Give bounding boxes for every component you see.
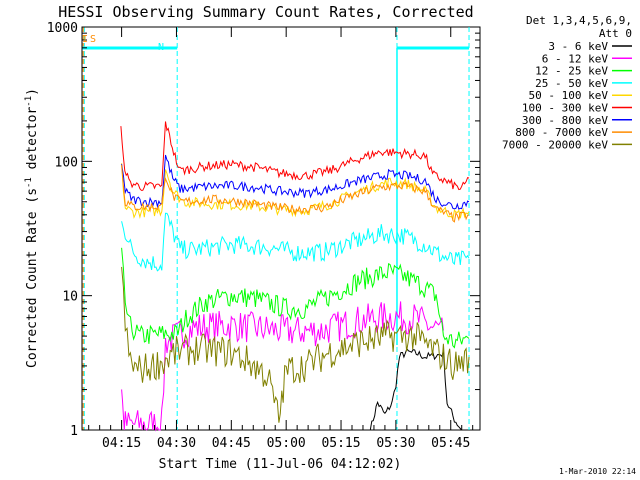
x-axis-label: Start Time (11-Jul-06 04:12:02) bbox=[159, 457, 402, 472]
chart-title: HESSI Observing Summary Count Rates, Cor… bbox=[58, 3, 473, 21]
x-tick-label: 05:15 bbox=[321, 436, 360, 451]
series-layer bbox=[120, 121, 470, 432]
plot-border bbox=[81, 26, 481, 431]
x-tick-label: 04:45 bbox=[212, 436, 251, 451]
y-tick-label: 1000 bbox=[47, 21, 78, 36]
saa-bars bbox=[82, 46, 470, 345]
series-line bbox=[121, 247, 470, 349]
legend-entry-label: 7000 - 20000 keV bbox=[502, 138, 608, 151]
legend-entry-label: 800 - 7000 keV bbox=[515, 126, 608, 139]
legend-entry-label: 100 - 300 keV bbox=[522, 102, 608, 115]
x-axis: 04:15 04:30 04:45 05:00 05:15 05:30 05:45 bbox=[88, 27, 474, 451]
y-tick-label: 1 bbox=[70, 424, 78, 439]
y-axis-label-sup1: -1 bbox=[24, 177, 34, 188]
legend-entry-label: 25 - 50 keV bbox=[535, 77, 608, 90]
series-line bbox=[121, 212, 470, 272]
y-axis-label: Corrected Count Rate (s-1 detector-1) bbox=[24, 88, 40, 368]
series-line bbox=[121, 301, 444, 432]
y-axis: 1 10 100 1000 bbox=[47, 21, 480, 439]
marker-s: S bbox=[90, 34, 96, 45]
y-axis-label-sup2: -1 bbox=[24, 96, 34, 107]
y-tick-label: 10 bbox=[62, 290, 78, 305]
plot-area bbox=[81, 26, 481, 431]
legend-entry-label: 12 - 25 keV bbox=[535, 65, 608, 78]
timestamp: 1-Mar-2010 22:14 bbox=[559, 467, 636, 476]
series-line bbox=[369, 347, 463, 431]
x-tick-label: 04:30 bbox=[157, 436, 196, 451]
legend-header-line1: Det 1,3,4,5,6,9, bbox=[526, 14, 632, 27]
marker-i: I bbox=[82, 34, 88, 45]
legend-entry-label: 300 - 800 keV bbox=[522, 114, 608, 127]
legend-entry-label: 50 - 100 keV bbox=[529, 89, 609, 102]
legend-entry-label: 6 - 12 keV bbox=[542, 52, 609, 65]
legend-header-line2: Att 0 bbox=[599, 27, 632, 40]
marker-n: N bbox=[158, 42, 164, 53]
legend-entry-label: 3 - 6 keV bbox=[548, 40, 608, 53]
y-tick-label: 100 bbox=[55, 155, 78, 170]
series-line bbox=[121, 266, 470, 423]
series-line bbox=[120, 121, 470, 191]
x-tick-label: 05:45 bbox=[431, 436, 470, 451]
y-axis-label-end: ) bbox=[25, 88, 40, 96]
series-line bbox=[121, 163, 470, 221]
x-tick-label: 05:30 bbox=[376, 436, 415, 451]
y-axis-label-mid: detector bbox=[25, 107, 40, 178]
x-tick-label: 04:15 bbox=[102, 436, 141, 451]
series-line bbox=[121, 164, 470, 223]
y-axis-label-start: Corrected Count Rate (s bbox=[25, 188, 40, 368]
series-line bbox=[121, 154, 470, 210]
x-tick-label: 05:00 bbox=[267, 436, 306, 451]
